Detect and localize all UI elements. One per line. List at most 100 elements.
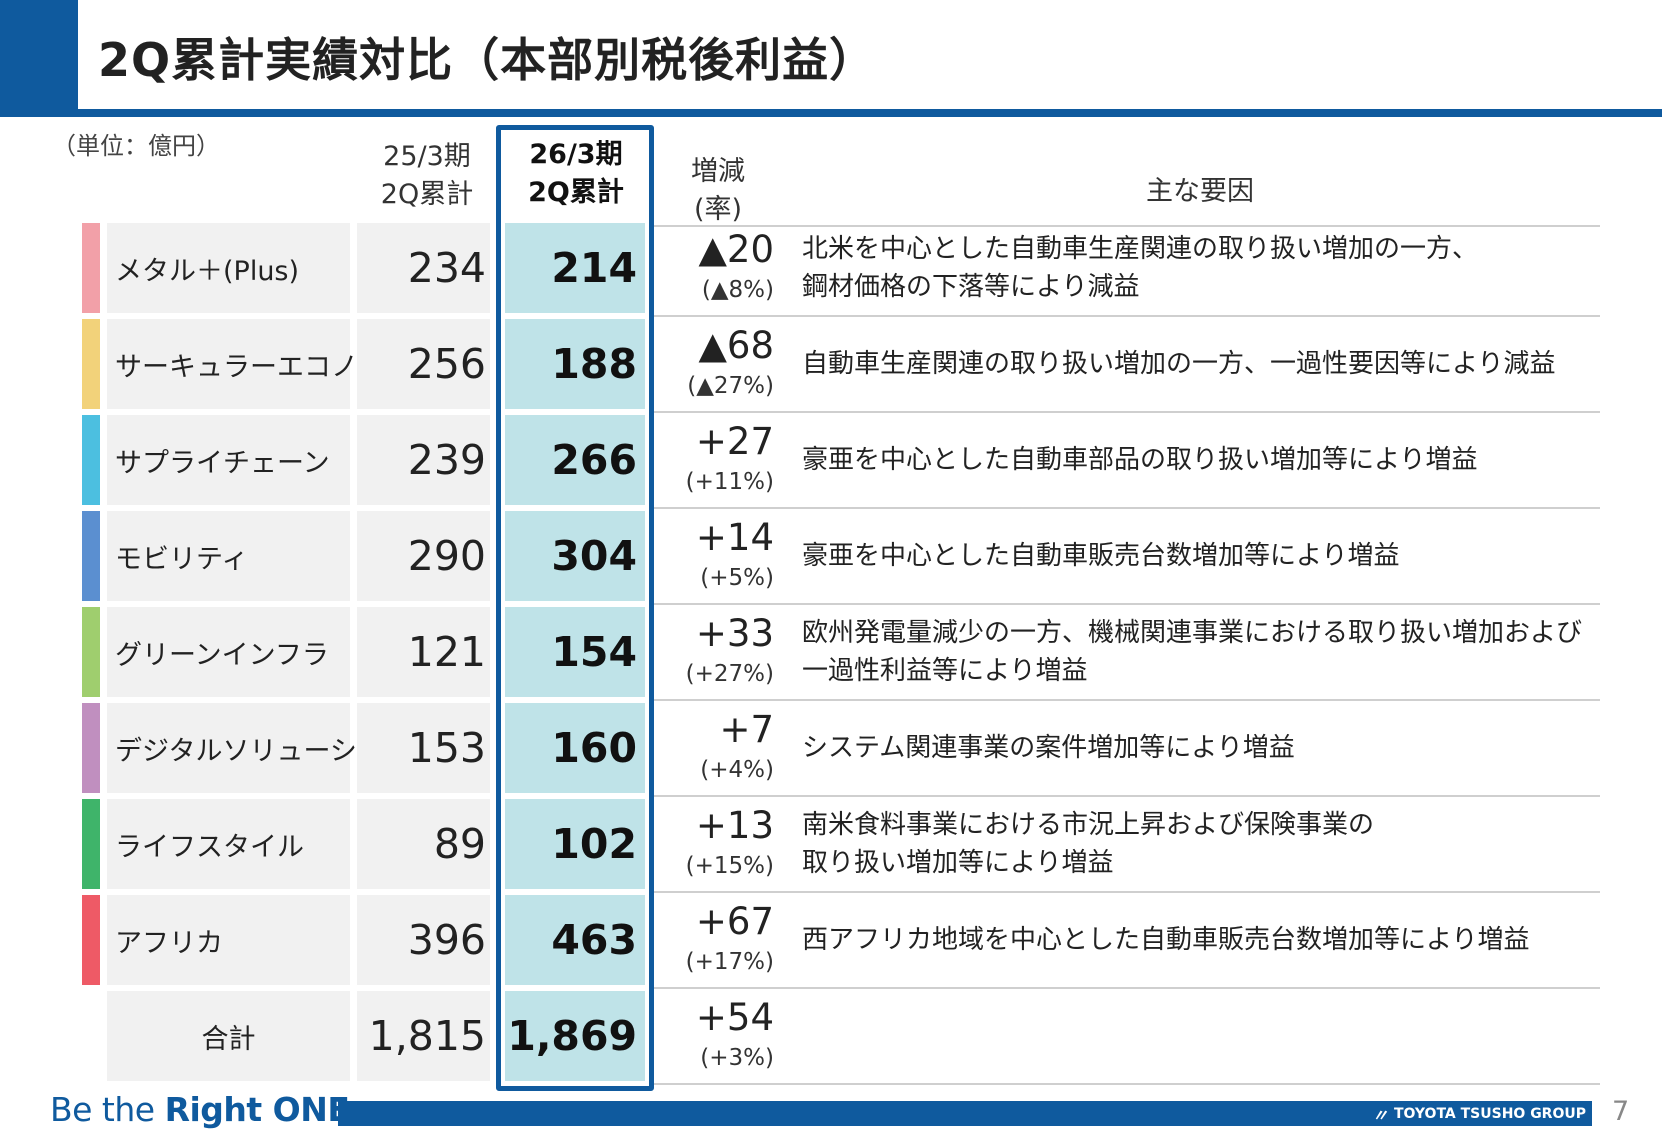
segment-color-bar: [82, 415, 100, 505]
header-cur-line1: 26/3期: [529, 139, 623, 170]
total-label: 合計: [107, 991, 350, 1081]
prev-value: 234: [357, 223, 490, 313]
slogan-part1: Be the: [50, 1090, 165, 1129]
segment-color-bar: [82, 799, 100, 889]
row-divider: [654, 891, 1600, 893]
change-rate: (+17%): [685, 949, 774, 975]
current-value: 188: [505, 319, 645, 409]
toyota-tsusho-mark-icon: 〃: [1371, 1105, 1388, 1125]
segment-name: モビリティ: [107, 511, 350, 601]
segment-name: デジタルソリューション: [107, 703, 411, 793]
change-rate: (+27%): [685, 661, 774, 687]
segment-color-bar: [82, 607, 100, 697]
main-factor-text: 欧州発電量減少の一方、機械関連事業における取り扱い増加および 一過性利益等により…: [802, 618, 1583, 686]
brand-name: TOYOTA TSUSHO GROUP: [1393, 1105, 1586, 1122]
table-row: ライフスタイル 89 102 +13 (+15%) 南米食料事業における市況上昇…: [0, 799, 1662, 893]
current-value: 214: [505, 223, 645, 313]
change-value: +14: [695, 516, 774, 559]
change-value: +67: [695, 900, 774, 943]
slogan-part2: Right ONE: [164, 1090, 350, 1129]
table-row-total: 合計 1,815 1,869 +54 (+3%): [0, 991, 1662, 1085]
header-divider: [654, 225, 1600, 227]
segment-name: グリーンインフラ: [107, 607, 350, 697]
total-change-rate: (+3%): [700, 1045, 774, 1071]
main-factor-cell: 北米を中心とした自動車生産関連の取り扱い増加の一方、 鋼材価格の下落等により減益: [802, 223, 1592, 313]
current-value: 266: [505, 415, 645, 505]
table-row: モビリティ 290 304 +14 (+5%) 豪亜を中心とした自動車販売台数増…: [0, 511, 1662, 605]
header-change: 増減 (率): [650, 153, 786, 229]
main-factor-cell: 豪亜を中心とした自動車販売台数増加等により増益: [802, 511, 1592, 601]
segment-name: アフリカ: [107, 895, 350, 985]
row-divider: [654, 315, 1600, 317]
main-factor-text: 西アフリカ地域を中心とした自動車販売台数増加等により増益: [802, 925, 1530, 955]
change-rate: (+11%): [685, 469, 774, 495]
main-factor-text: システム関連事業の案件増加等により増益: [802, 733, 1295, 763]
header-main-factors: 主な要因: [1146, 176, 1254, 207]
current-value: 463: [505, 895, 645, 985]
header-current-period: 26/3期 2Q累計: [500, 136, 652, 212]
main-factor-cell: 豪亜を中心とした自動車部品の取り扱い増加等により増益: [802, 415, 1592, 505]
segment-name: ライフスタイル: [107, 799, 350, 889]
table-row: アフリカ 396 463 +67 (+17%) 西アフリカ地域を中心とした自動車…: [0, 895, 1662, 989]
total-change-value: +54: [695, 996, 774, 1039]
row-divider: [654, 411, 1600, 413]
change-value: ▲20: [698, 228, 774, 271]
change-value: +27: [695, 420, 774, 463]
segment-name: メタル＋(Plus): [107, 223, 350, 313]
prev-value: 396: [357, 895, 490, 985]
current-value: 304: [505, 511, 645, 601]
table-row: デジタルソリューション 153 160 +7 (+4%) システム関連事業の案件…: [0, 703, 1662, 797]
total-prev-value: 1,815: [357, 991, 490, 1081]
header-prev-period: 25/3期 2Q累計: [352, 138, 502, 214]
segment-color-bar: [82, 895, 100, 985]
header-diff-line1: 増減: [691, 156, 745, 187]
prev-value: 239: [357, 415, 490, 505]
segment-color-bar: [82, 223, 100, 313]
main-factor-cell: システム関連事業の案件増加等により増益: [802, 703, 1592, 793]
main-factor-cell: 西アフリカ地域を中心とした自動車販売台数増加等により増益: [802, 895, 1592, 985]
prev-value: 290: [357, 511, 490, 601]
segment-color-bar: [82, 703, 100, 793]
main-factor-text: 南米食料事業における市況上昇および保険事業の 取り扱い増加等により増益: [802, 810, 1375, 878]
header-prev-line1: 25/3期: [383, 141, 471, 172]
change-rate: (+5%): [700, 565, 774, 591]
table-row: グリーンインフラ 121 154 +33 (+27%) 欧州発電量減少の一方、機…: [0, 607, 1662, 701]
main-factor-cell: 欧州発電量減少の一方、機械関連事業における取り扱い増加および 一過性利益等により…: [802, 607, 1592, 697]
header-diff-line2: (率): [693, 194, 743, 225]
prev-value: 89: [357, 799, 490, 889]
current-value: 154: [505, 607, 645, 697]
segment-color-bar: [82, 511, 100, 601]
change-value: +7: [719, 708, 774, 751]
title-accent-bar: [0, 0, 78, 117]
main-factor-cell: 自動車生産関連の取り扱い増加の一方、一過性要因等により減益: [802, 319, 1592, 409]
main-factor-text: 北米を中心とした自動車生産関連の取り扱い増加の一方、 鋼材価格の下落等により減益: [802, 234, 1479, 302]
current-value: 160: [505, 703, 645, 793]
unit-label: （単位：億円）: [52, 132, 220, 160]
segment-name: サーキュラーエコノミー: [107, 319, 412, 409]
change-value: +13: [695, 804, 774, 847]
prev-value: 121: [357, 607, 490, 697]
page-title: 2Q累計実績対比（本部別税後利益）: [98, 33, 877, 87]
table-row: メタル＋(Plus) 234 214 ▲20 (▲8%) 北米を中心とした自動車…: [0, 223, 1662, 317]
change-rate: (+15%): [685, 853, 774, 879]
header-cur-line2: 2Q累計: [528, 177, 624, 208]
current-value: 102: [505, 799, 645, 889]
title-underline: [0, 109, 1662, 117]
table-row: サーキュラーエコノミー 256 188 ▲68 (▲27%) 自動車生産関連の取…: [0, 319, 1662, 413]
main-factor-text: 豪亜を中心とした自動車部品の取り扱い増加等により増益: [802, 445, 1478, 475]
change-value: +33: [695, 612, 774, 655]
row-divider: [654, 507, 1600, 509]
table-row: サプライチェーン 239 266 +27 (+11%) 豪亜を中心とした自動車部…: [0, 415, 1662, 509]
header-prev-line2: 2Q累計: [380, 179, 474, 210]
change-rate: (▲8%): [701, 277, 774, 303]
segment-name: サプライチェーン: [107, 415, 350, 505]
row-divider: [654, 795, 1600, 797]
row-divider: [654, 603, 1600, 605]
slogan: Be the Right ONE: [50, 1090, 350, 1129]
prev-value: 153: [357, 703, 490, 793]
page-number: 7: [1612, 1096, 1630, 1127]
segment-color-bar: [82, 319, 100, 409]
row-divider: [654, 699, 1600, 701]
main-factor-text: 自動車生産関連の取り扱い増加の一方、一過性要因等により減益: [802, 349, 1556, 379]
main-factor-text: 豪亜を中心とした自動車販売台数増加等により増益: [802, 541, 1400, 571]
